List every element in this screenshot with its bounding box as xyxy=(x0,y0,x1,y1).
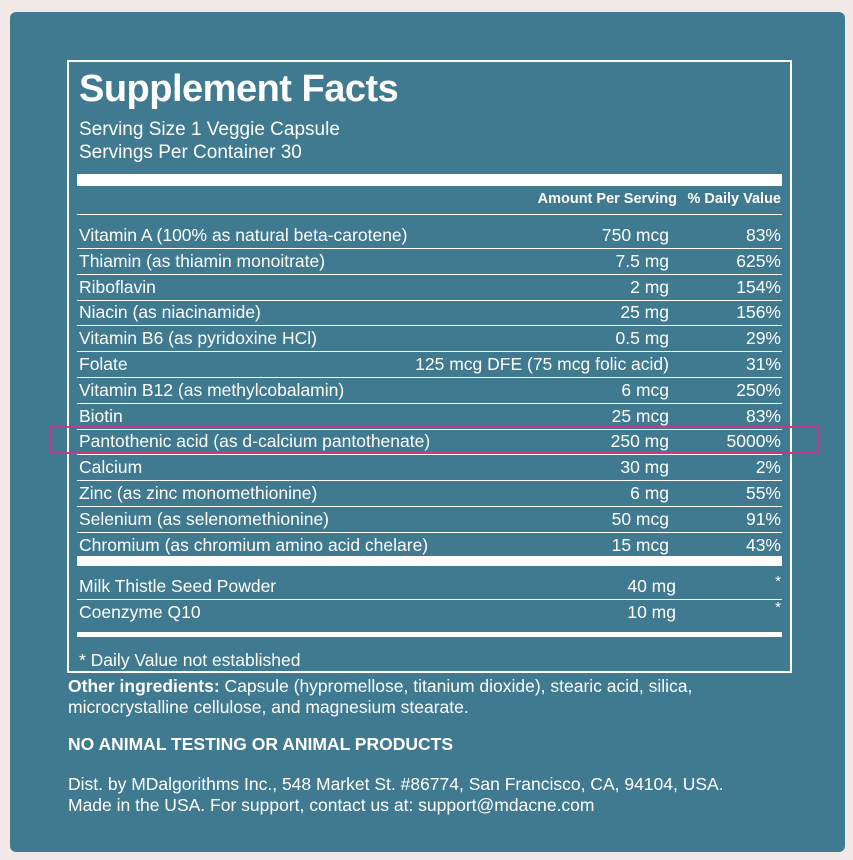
nutrient-name: Chromium (as chromium amino acid chelare… xyxy=(79,534,429,555)
nutrient-amount: 10 mg xyxy=(627,602,676,622)
nutrient-amount: 750 mcg xyxy=(601,225,669,245)
table-row: Milk Thistle Seed Powder 40 mg * xyxy=(77,573,782,600)
servings-per-container: Servings Per Container 30 xyxy=(79,142,302,163)
nutrient-amount: 40 mg xyxy=(627,576,676,596)
nutrient-daily-value: 29% xyxy=(745,328,781,349)
footer-divider xyxy=(77,632,782,637)
nutrient-name: Calcium xyxy=(79,457,143,478)
nutrient-amount: 250 mg xyxy=(610,431,669,452)
table-row: Coenzyme Q10 10 mg * xyxy=(77,599,782,625)
nutrient-amount: 30 mg xyxy=(620,457,669,478)
other-ingredients-text: Capsule (hypromellose, titanium dioxide)… xyxy=(68,676,693,717)
nutrient-daily-value: 5000% xyxy=(726,431,782,452)
amount-header: Amount Per Serving xyxy=(537,191,677,207)
nutrient-amount: 15 mcg xyxy=(611,534,669,555)
table-row: Vitamin B12 (as methylcobalamin) 6 mcg 250… xyxy=(77,377,782,404)
nutrient-name: Vitamin B12 (as methylcobalamin) xyxy=(79,379,345,400)
distribution-line-1: Dist. by MDalgorithms Inc., 548 Market S… xyxy=(68,774,724,794)
table-row: Chromium (as chromium amino acid chelare… xyxy=(77,532,782,558)
nutrient-amount: 0.5 mg xyxy=(615,328,670,349)
nutrient-daily-value: * xyxy=(775,573,781,590)
table-row: Niacin (as niacinamide) 25 mg 156% xyxy=(77,299,782,327)
nutrient-name: Thiamin (as thiamin monoitrate) xyxy=(79,250,326,271)
highlight-box xyxy=(50,426,819,454)
table-row: Selenium (as selenomethionine) 50 mcg 91% xyxy=(77,506,782,533)
nutrient-amount: 25 mg xyxy=(620,302,669,323)
distribution-line-2: Made in the USA. For support, contact us… xyxy=(68,795,595,815)
nutrient-amount: 6 mcg xyxy=(621,379,669,400)
nutrient-name: Zinc (as zinc monomethionine) xyxy=(79,483,318,503)
nutrient-name: Niacin (as niacinamide) xyxy=(79,302,261,323)
daily-value-header: % Daily Value xyxy=(687,191,782,207)
nutrient-daily-value: 154% xyxy=(736,276,781,297)
nutrient-amount: 125 mcg DFE (75 mcg folic acid) xyxy=(415,354,669,374)
other-ingredients-label: Other ingredients: xyxy=(68,676,220,696)
nutrient-name: Biotin xyxy=(79,405,123,426)
table-row: Folate 125 mcg DFE (75 mcg folic acid) 31% xyxy=(77,351,782,378)
serving-size: Serving Size 1 Veggie Capsule xyxy=(79,119,340,140)
nutrient-daily-value: 91% xyxy=(745,508,781,529)
table-row: Pantothenic acid (as d-calcium pantothen… xyxy=(77,428,782,456)
table-row: Vitamin B6 (as pyridoxine HCl) 0.5 mg 29% xyxy=(77,325,782,353)
table-row: Riboflavin 2 mg 154% xyxy=(77,274,782,301)
nutrient-daily-value: 83% xyxy=(745,225,781,245)
table-row: Calcium 30 mg 2% xyxy=(77,454,782,482)
facts-title: Supplement Facts xyxy=(79,68,399,110)
table-row: Vitamin A (100% as natural beta-carotene… xyxy=(77,222,782,249)
animal-testing-statement: NO ANIMAL TESTING OR ANIMAL PRODUCTS xyxy=(68,734,453,754)
thick-divider xyxy=(77,174,782,186)
table-row: Zinc (as zinc monomethionine) 6 mg 55% xyxy=(77,480,782,507)
nutrient-daily-value: * xyxy=(775,599,781,616)
nutrient-daily-value: 31% xyxy=(745,354,781,374)
nutrient-amount: 7.5 mg xyxy=(615,250,670,271)
nutrient-name: Folate xyxy=(79,354,128,374)
nutrient-name: Pantothenic acid (as d-calcium pantothen… xyxy=(79,431,431,452)
nutrient-amount: 50 mcg xyxy=(611,508,669,529)
footnote: * Daily Value not established xyxy=(79,650,301,670)
supplement-facts-box: Supplement Facts Serving Size 1 Veggie C… xyxy=(67,60,792,673)
label-panel: Supplement Facts Serving Size 1 Veggie C… xyxy=(10,12,845,852)
nutrient-name: Vitamin A (100% as natural beta-carotene… xyxy=(79,225,408,245)
nutrient-daily-value: 625% xyxy=(736,250,781,271)
nutrient-daily-value: 55% xyxy=(745,483,781,503)
nutrient-daily-value: 156% xyxy=(736,302,781,323)
nutrient-daily-value: 250% xyxy=(736,379,781,400)
nutrient-name: Riboflavin xyxy=(79,276,156,297)
header-rule xyxy=(77,214,782,215)
nutrient-amount: 25 mcg xyxy=(611,405,669,426)
nutrient-daily-value: 2% xyxy=(755,457,781,478)
table-row: Biotin 25 mcg 83% xyxy=(77,403,782,430)
nutrient-amount: 6 mg xyxy=(630,483,669,503)
nutrient-name: Coenzyme Q10 xyxy=(79,602,201,622)
section-divider xyxy=(77,556,782,566)
nutrient-name: Vitamin B6 (as pyridoxine HCl) xyxy=(79,328,317,349)
nutrient-amount: 2 mg xyxy=(630,276,669,297)
nutrient-name: Selenium (as selenomethionine) xyxy=(79,508,329,529)
nutrient-name: Milk Thistle Seed Powder xyxy=(79,576,277,596)
distribution-info: Dist. by MDalgorithms Inc., 548 Market S… xyxy=(68,774,828,816)
other-ingredients: Other ingredients: Capsule (hypromellose… xyxy=(68,676,808,718)
table-row: Thiamin (as thiamin monoitrate) 7.5 mg 625… xyxy=(77,248,782,275)
nutrient-daily-value: 83% xyxy=(745,405,781,426)
nutrient-daily-value: 43% xyxy=(745,534,781,555)
